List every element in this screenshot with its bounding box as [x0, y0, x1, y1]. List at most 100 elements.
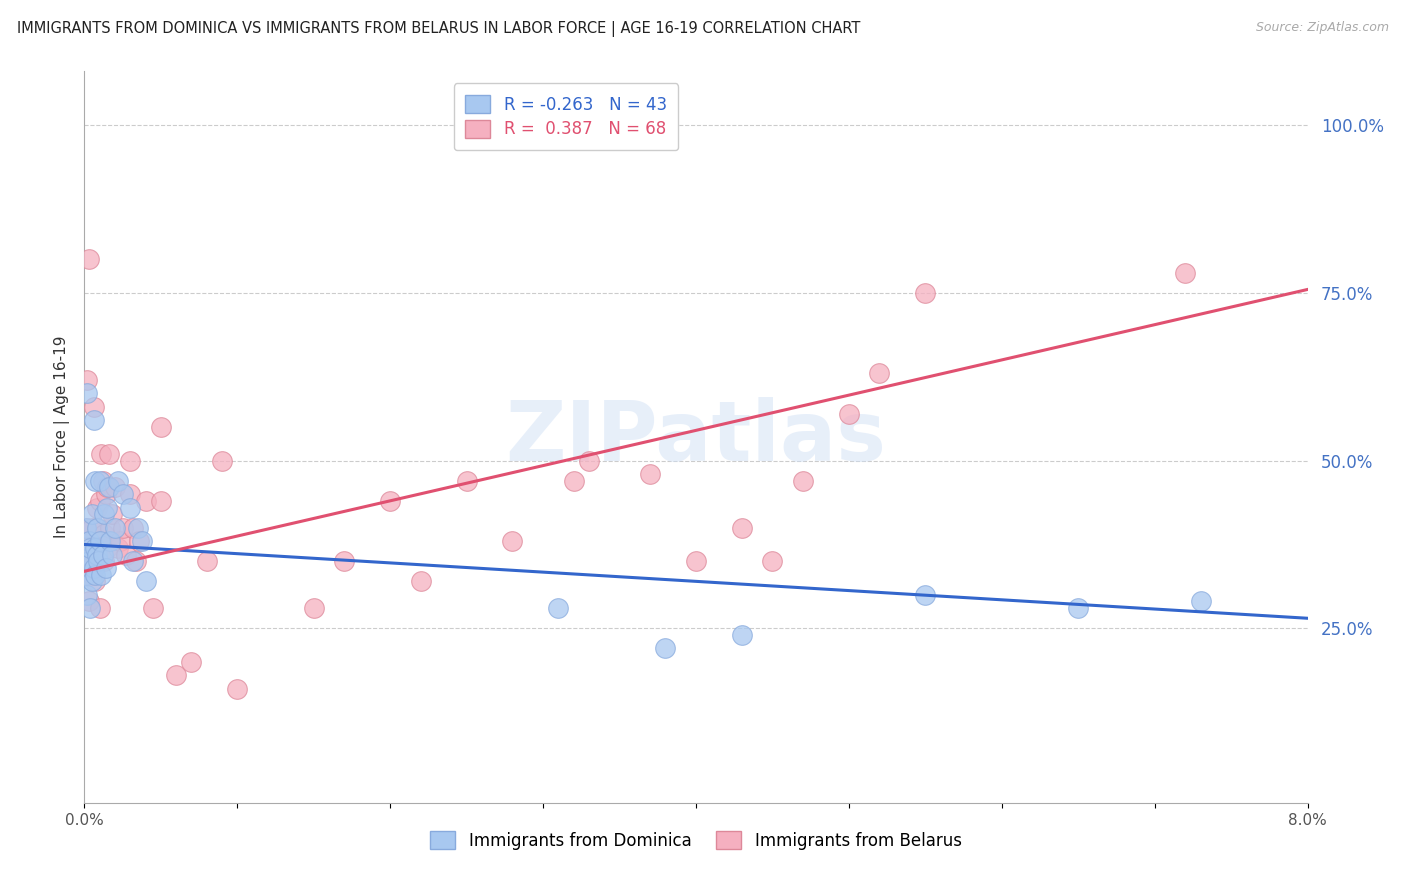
Point	[111, 487, 134, 501]
Point	[142, 601, 165, 615]
Point	[90, 567, 112, 582]
Point	[502, 534, 524, 549]
Point	[120, 487, 142, 501]
Point	[89, 548, 111, 562]
Point	[127, 521, 149, 535]
Point	[792, 474, 814, 488]
Point	[195, 554, 218, 568]
Point	[578, 453, 600, 467]
Point	[80, 521, 103, 535]
Point	[80, 508, 103, 522]
Text: IMMIGRANTS FROM DOMINICA VS IMMIGRANTS FROM BELARUS IN LABOR FORCE | AGE 16-19 C: IMMIGRANTS FROM DOMINICA VS IMMIGRANTS F…	[17, 21, 860, 37]
Point	[86, 521, 108, 535]
Point	[122, 521, 145, 535]
Point	[107, 541, 129, 555]
Point	[685, 554, 707, 568]
Point	[87, 541, 110, 555]
Point	[131, 534, 153, 549]
Point	[101, 548, 124, 562]
Point	[93, 508, 115, 522]
Point	[84, 574, 107, 589]
Point	[76, 373, 98, 387]
Point	[180, 655, 202, 669]
Point	[98, 521, 121, 535]
Point	[97, 534, 120, 549]
Point	[128, 534, 150, 549]
Text: Source: ZipAtlas.com: Source: ZipAtlas.com	[1256, 21, 1389, 34]
Point	[111, 521, 134, 535]
Point	[107, 474, 129, 488]
Point	[125, 554, 148, 568]
Point	[1189, 594, 1212, 608]
Point	[86, 500, 108, 515]
Point	[409, 574, 432, 589]
Point	[87, 554, 110, 568]
Point	[638, 467, 661, 481]
Point	[97, 447, 120, 461]
Point	[76, 548, 98, 562]
Point	[120, 453, 142, 467]
Point	[76, 386, 98, 401]
Point	[76, 548, 98, 562]
Point	[80, 567, 103, 582]
Text: ZIPatlas: ZIPatlas	[506, 397, 886, 477]
Point	[75, 521, 97, 535]
Point	[869, 367, 891, 381]
Point	[86, 548, 108, 562]
Point	[761, 554, 783, 568]
Point	[76, 588, 98, 602]
Point	[914, 588, 936, 602]
Point	[135, 493, 157, 508]
Point	[654, 641, 676, 656]
Point	[77, 252, 100, 267]
Point	[149, 493, 172, 508]
Y-axis label: In Labor Force | Age 16-19: In Labor Force | Age 16-19	[55, 335, 70, 539]
Point	[83, 561, 105, 575]
Point	[84, 474, 107, 488]
Point	[108, 534, 131, 549]
Point	[380, 493, 402, 508]
Point	[89, 534, 111, 549]
Point	[77, 594, 100, 608]
Point	[91, 474, 114, 488]
Point	[84, 548, 107, 562]
Point	[79, 541, 101, 555]
Point	[83, 400, 105, 414]
Point	[547, 601, 569, 615]
Point	[91, 548, 114, 562]
Point	[84, 567, 107, 582]
Point	[302, 601, 325, 615]
Point	[211, 453, 233, 467]
Point	[120, 500, 142, 515]
Point	[77, 534, 100, 549]
Point	[98, 534, 121, 549]
Point	[89, 601, 111, 615]
Point	[86, 521, 108, 535]
Point	[89, 493, 111, 508]
Point	[79, 548, 101, 562]
Point	[96, 541, 118, 555]
Point	[93, 554, 115, 568]
Point	[165, 668, 187, 682]
Point	[104, 521, 127, 535]
Point	[149, 420, 172, 434]
Point	[456, 474, 478, 488]
Point	[731, 521, 754, 535]
Point	[80, 574, 103, 589]
Point	[114, 548, 136, 562]
Point	[89, 474, 111, 488]
Point	[731, 628, 754, 642]
Point	[77, 554, 100, 568]
Point	[226, 681, 249, 696]
Point	[562, 474, 585, 488]
Point	[75, 567, 97, 582]
Legend: Immigrants from Dominica, Immigrants from Belarus: Immigrants from Dominica, Immigrants fro…	[423, 824, 969, 856]
Point	[79, 601, 101, 615]
Point	[93, 527, 115, 541]
Point	[104, 480, 127, 494]
Point	[83, 413, 105, 427]
Point	[838, 407, 860, 421]
Point	[122, 554, 145, 568]
Point	[1174, 266, 1197, 280]
Point	[96, 480, 118, 494]
